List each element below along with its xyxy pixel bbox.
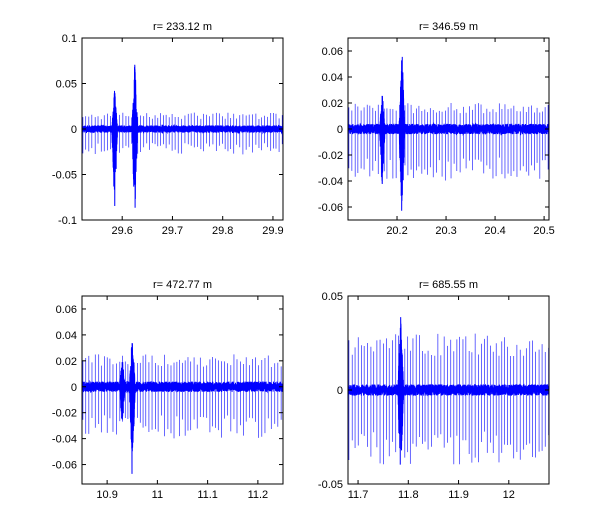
chart-title: r= 685.55 m [419,279,478,291]
y-tick-label: 0.04 [56,330,77,342]
y-tick-label: -0.06 [52,460,77,472]
baseline-band [348,126,549,132]
y-tick-label: 0.02 [56,356,77,368]
x-tick-label: 20.2 [386,225,407,237]
y-tick-label: 0.02 [322,98,343,110]
y-tick-label: 0.05 [322,291,343,303]
signal-series [348,317,549,465]
chart-panel-1: r= 233.12 m 29.6 29.7 29.8 29.9 -0.1 -0.05 0 0.0… [52,21,284,237]
x-tick-label: 11.8 [398,489,419,501]
y-tick-label: 0 [71,382,77,394]
y-tick-label: 0 [337,124,343,136]
baseline-band [82,126,283,132]
signal-series [82,64,283,208]
y-tick-label: -0.04 [318,176,343,188]
y-tick-label: 0.05 [56,79,77,91]
signal-spikes [82,354,282,439]
chart-panel-4: r= 685.55 m 11.7 11.8 11.9 12 -0.05 0 0.05 [318,279,550,501]
y-tick-label: -0.06 [318,202,343,214]
x-tick-label: 11 [152,489,163,501]
x-tick-label: 11.1 [197,489,218,501]
y-tick-label: 0.04 [322,72,343,84]
x-tick-label: 11.9 [448,489,469,501]
signal-spikes [348,103,549,181]
x-tick-label: 20.3 [435,225,456,237]
x-tick-label: 11.7 [348,489,369,501]
x-tick-label: 10.9 [96,489,117,501]
x-tick-label: 11.2 [248,489,269,501]
x-tick-label: 29.8 [212,225,233,237]
x-tick-label: 29.6 [111,225,132,237]
x-tick-label: 12 [503,489,515,501]
y-tick-label: -0.05 [52,170,77,182]
x-tick-label: 29.9 [262,225,283,237]
chart-title: r= 233.12 m [153,21,212,33]
chart-title: r= 472.77 m [153,279,212,291]
y-tick-label: -0.05 [318,479,343,491]
x-tick-label: 20.5 [533,225,554,237]
signal-spikes [348,333,549,465]
baseline-band [82,384,283,390]
x-tick-label: 29.7 [162,225,183,237]
chart-title: r= 346.59 m [419,21,478,33]
axes-box [81,295,284,485]
y-tick-label: -0.1 [58,215,77,227]
chart-panel-3: r= 472.77 m 10.9 11 11.1 11.2 -0.06 -0.04 -0.02… [52,279,284,501]
baseline-band [348,387,549,393]
y-tick-label: -0.02 [52,408,77,420]
signal-series [82,343,283,474]
y-tick-label: 0.06 [56,304,77,316]
y-tick-label: -0.02 [318,150,343,162]
y-tick-label: -0.04 [52,434,77,446]
y-tick-label: 0 [71,124,77,136]
y-tick-label: 0.06 [322,46,343,58]
x-tick-label: 20.4 [484,225,505,237]
signal-series [348,56,549,211]
y-tick-label: 0.1 [62,33,77,45]
chart-panel-2: r= 346.59 m 20.2 20.3 20.4 20.5 -0.06 -0.04 -0.… [318,21,555,237]
y-tick-label: 0 [337,385,343,397]
